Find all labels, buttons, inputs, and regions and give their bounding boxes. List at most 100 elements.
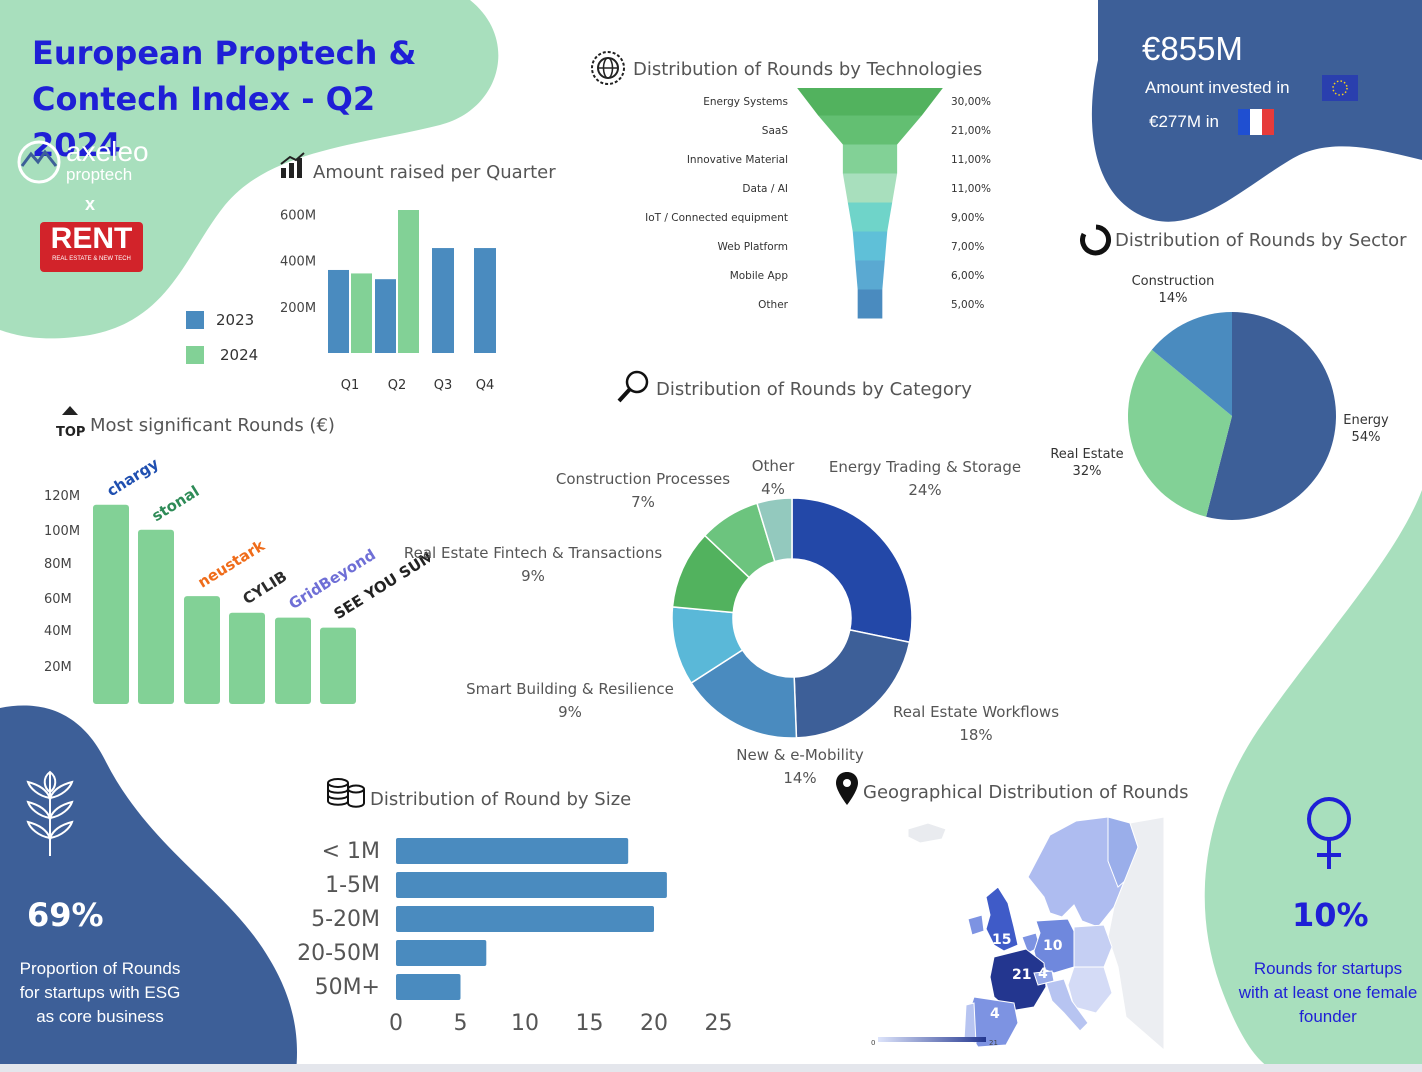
tech-funnel-segment: [842, 144, 898, 174]
tech-value-label: 5,00%: [951, 299, 984, 311]
bar-chart-icon: [280, 152, 305, 178]
ring-icon: [1080, 224, 1112, 256]
rounds-chart-title: Most significant Rounds (€): [90, 415, 335, 436]
bottom-left-blob: [0, 705, 297, 1072]
size-x-tick: 5: [454, 1011, 468, 1036]
rounds-bar: [184, 596, 220, 704]
tech-funnel-segment: [855, 260, 885, 290]
axeleo-sub: proptech: [66, 165, 133, 184]
size-bar: [396, 838, 629, 864]
size-x-tick: 10: [511, 1011, 539, 1036]
size-bar: [396, 974, 461, 1000]
tech-label: IoT / Connected equipment: [645, 212, 788, 224]
map-label-de: 10: [1043, 938, 1063, 954]
right-green-blob: [1204, 490, 1422, 1072]
quarter-x-label: Q2: [388, 378, 407, 393]
rounds-y-tick: 80M: [44, 557, 72, 572]
tech-label: Data / AI: [742, 183, 788, 195]
category-label: Construction Processes: [556, 470, 730, 488]
quarter-bar-2024: [351, 273, 372, 353]
category-value: 18%: [959, 726, 992, 744]
rounds-company-label: CYLIB: [240, 567, 291, 608]
category-value: 4%: [761, 480, 785, 498]
size-y-label: 1-5M: [325, 873, 380, 898]
rounds-y-tick: 100M: [44, 524, 80, 539]
size-y-label: 5-20M: [311, 907, 380, 932]
tech-funnel-segment: [797, 88, 943, 116]
tech-value-label: 30,00%: [951, 96, 991, 108]
map-label-fr: 21: [1012, 967, 1031, 983]
esg-value: 69%: [27, 896, 104, 934]
legend-2024-swatch: [186, 346, 204, 364]
rounds-bar: [138, 529, 174, 704]
quarter-bar-2024: [398, 210, 419, 353]
map-label-uk: 15: [992, 932, 1011, 948]
quarter-x-label: Q1: [341, 378, 360, 393]
size-x-tick: 20: [640, 1011, 668, 1036]
category-label: Real Estate Workflows: [893, 703, 1059, 721]
tech-label: Web Platform: [717, 241, 788, 253]
svg-text:TOP: TOP: [56, 425, 85, 439]
quarter-y-tick: 400M: [280, 255, 316, 270]
tech-label: Energy Systems: [703, 96, 788, 108]
sector-value: 32%: [1073, 464, 1102, 479]
map-pin-icon: [836, 772, 858, 805]
brand-x: x: [85, 194, 96, 214]
rounds-bar: [229, 612, 265, 704]
tech-funnel-segment: [842, 173, 898, 203]
fr-flag-icon: [1238, 109, 1274, 135]
sector-label: Real Estate: [1050, 447, 1123, 462]
category-label: Other: [752, 457, 795, 475]
bottom-strip: [0, 1064, 1422, 1072]
wheat-icon: [26, 770, 74, 856]
size-y-label: < 1M: [322, 839, 380, 864]
geo-chart-title: Geographical Distribution of Rounds: [863, 782, 1189, 803]
sector-chart-title: Distribution of Rounds by Sector: [1115, 230, 1407, 251]
size-x-tick: 0: [389, 1011, 403, 1036]
tech-label: Mobile App: [730, 270, 789, 282]
tech-funnel-segment: [857, 289, 883, 319]
female-icon: [1307, 797, 1351, 869]
map-legend-max: 21: [989, 1039, 998, 1047]
category-label: New & e-Mobility: [736, 746, 864, 764]
map-label-es: 4: [990, 1006, 1000, 1022]
rounds-y-tick: 20M: [44, 660, 72, 675]
tech-value-label: 6,00%: [951, 270, 984, 282]
category-donut-segment: [756, 497, 793, 563]
quarter-x-label: Q4: [476, 378, 495, 393]
europe-map: 15 10 21 4 4 0 21: [868, 817, 1164, 1050]
eu-flag-icon: [1322, 75, 1358, 101]
category-chart-title: Distribution of Rounds by Category: [656, 379, 972, 400]
tech-funnel-segment: [818, 115, 922, 145]
sector-value: 54%: [1352, 430, 1381, 445]
category-label: Smart Building & Resilience: [466, 680, 674, 698]
category-donut-segment: [793, 629, 911, 739]
tech-value-label: 11,00%: [951, 154, 991, 166]
rounds-y-tick: 60M: [44, 592, 72, 607]
sector-label: Energy: [1343, 413, 1389, 428]
tech-label: SaaS: [762, 125, 789, 137]
sector-pie-chart: Energy 54% Real Estate 32% Construction 14%: [1050, 274, 1389, 520]
sector-label: Construction: [1132, 274, 1215, 289]
category-label: Energy Trading & Storage: [829, 458, 1021, 476]
size-y-label: 20-50M: [297, 941, 380, 966]
axeleo-logo-icon: [17, 140, 61, 184]
kpi-amount: €855M: [1142, 30, 1243, 67]
tech-value-label: 9,00%: [951, 212, 984, 224]
tech-label: Other: [758, 299, 788, 311]
size-bar: [396, 940, 487, 966]
sector-value: 14%: [1159, 291, 1188, 306]
legend-2023-label: 2023: [216, 311, 255, 329]
magnifier-icon: [617, 370, 649, 403]
quarter-y-tick: 200M: [280, 301, 316, 316]
rent-sub: REAL ESTATE & NEW TECH: [52, 256, 131, 262]
kpi-france-amount: €277M in: [1149, 112, 1219, 131]
size-bar-chart: < 1M 1-5M 5-20M 20-50M 50M+ 0 5 10 15 20 25: [297, 838, 733, 1036]
category-label: Real Estate Fintech & Transactions: [404, 544, 662, 562]
category-value: 9%: [521, 567, 545, 585]
tech-label: Innovative Material: [687, 154, 788, 166]
rent-name: RENT: [50, 222, 133, 255]
category-donut-chart: Energy Trading & Storage 24% Real Estate W…: [404, 457, 1059, 787]
quarter-y-tick: 600M: [280, 209, 316, 224]
